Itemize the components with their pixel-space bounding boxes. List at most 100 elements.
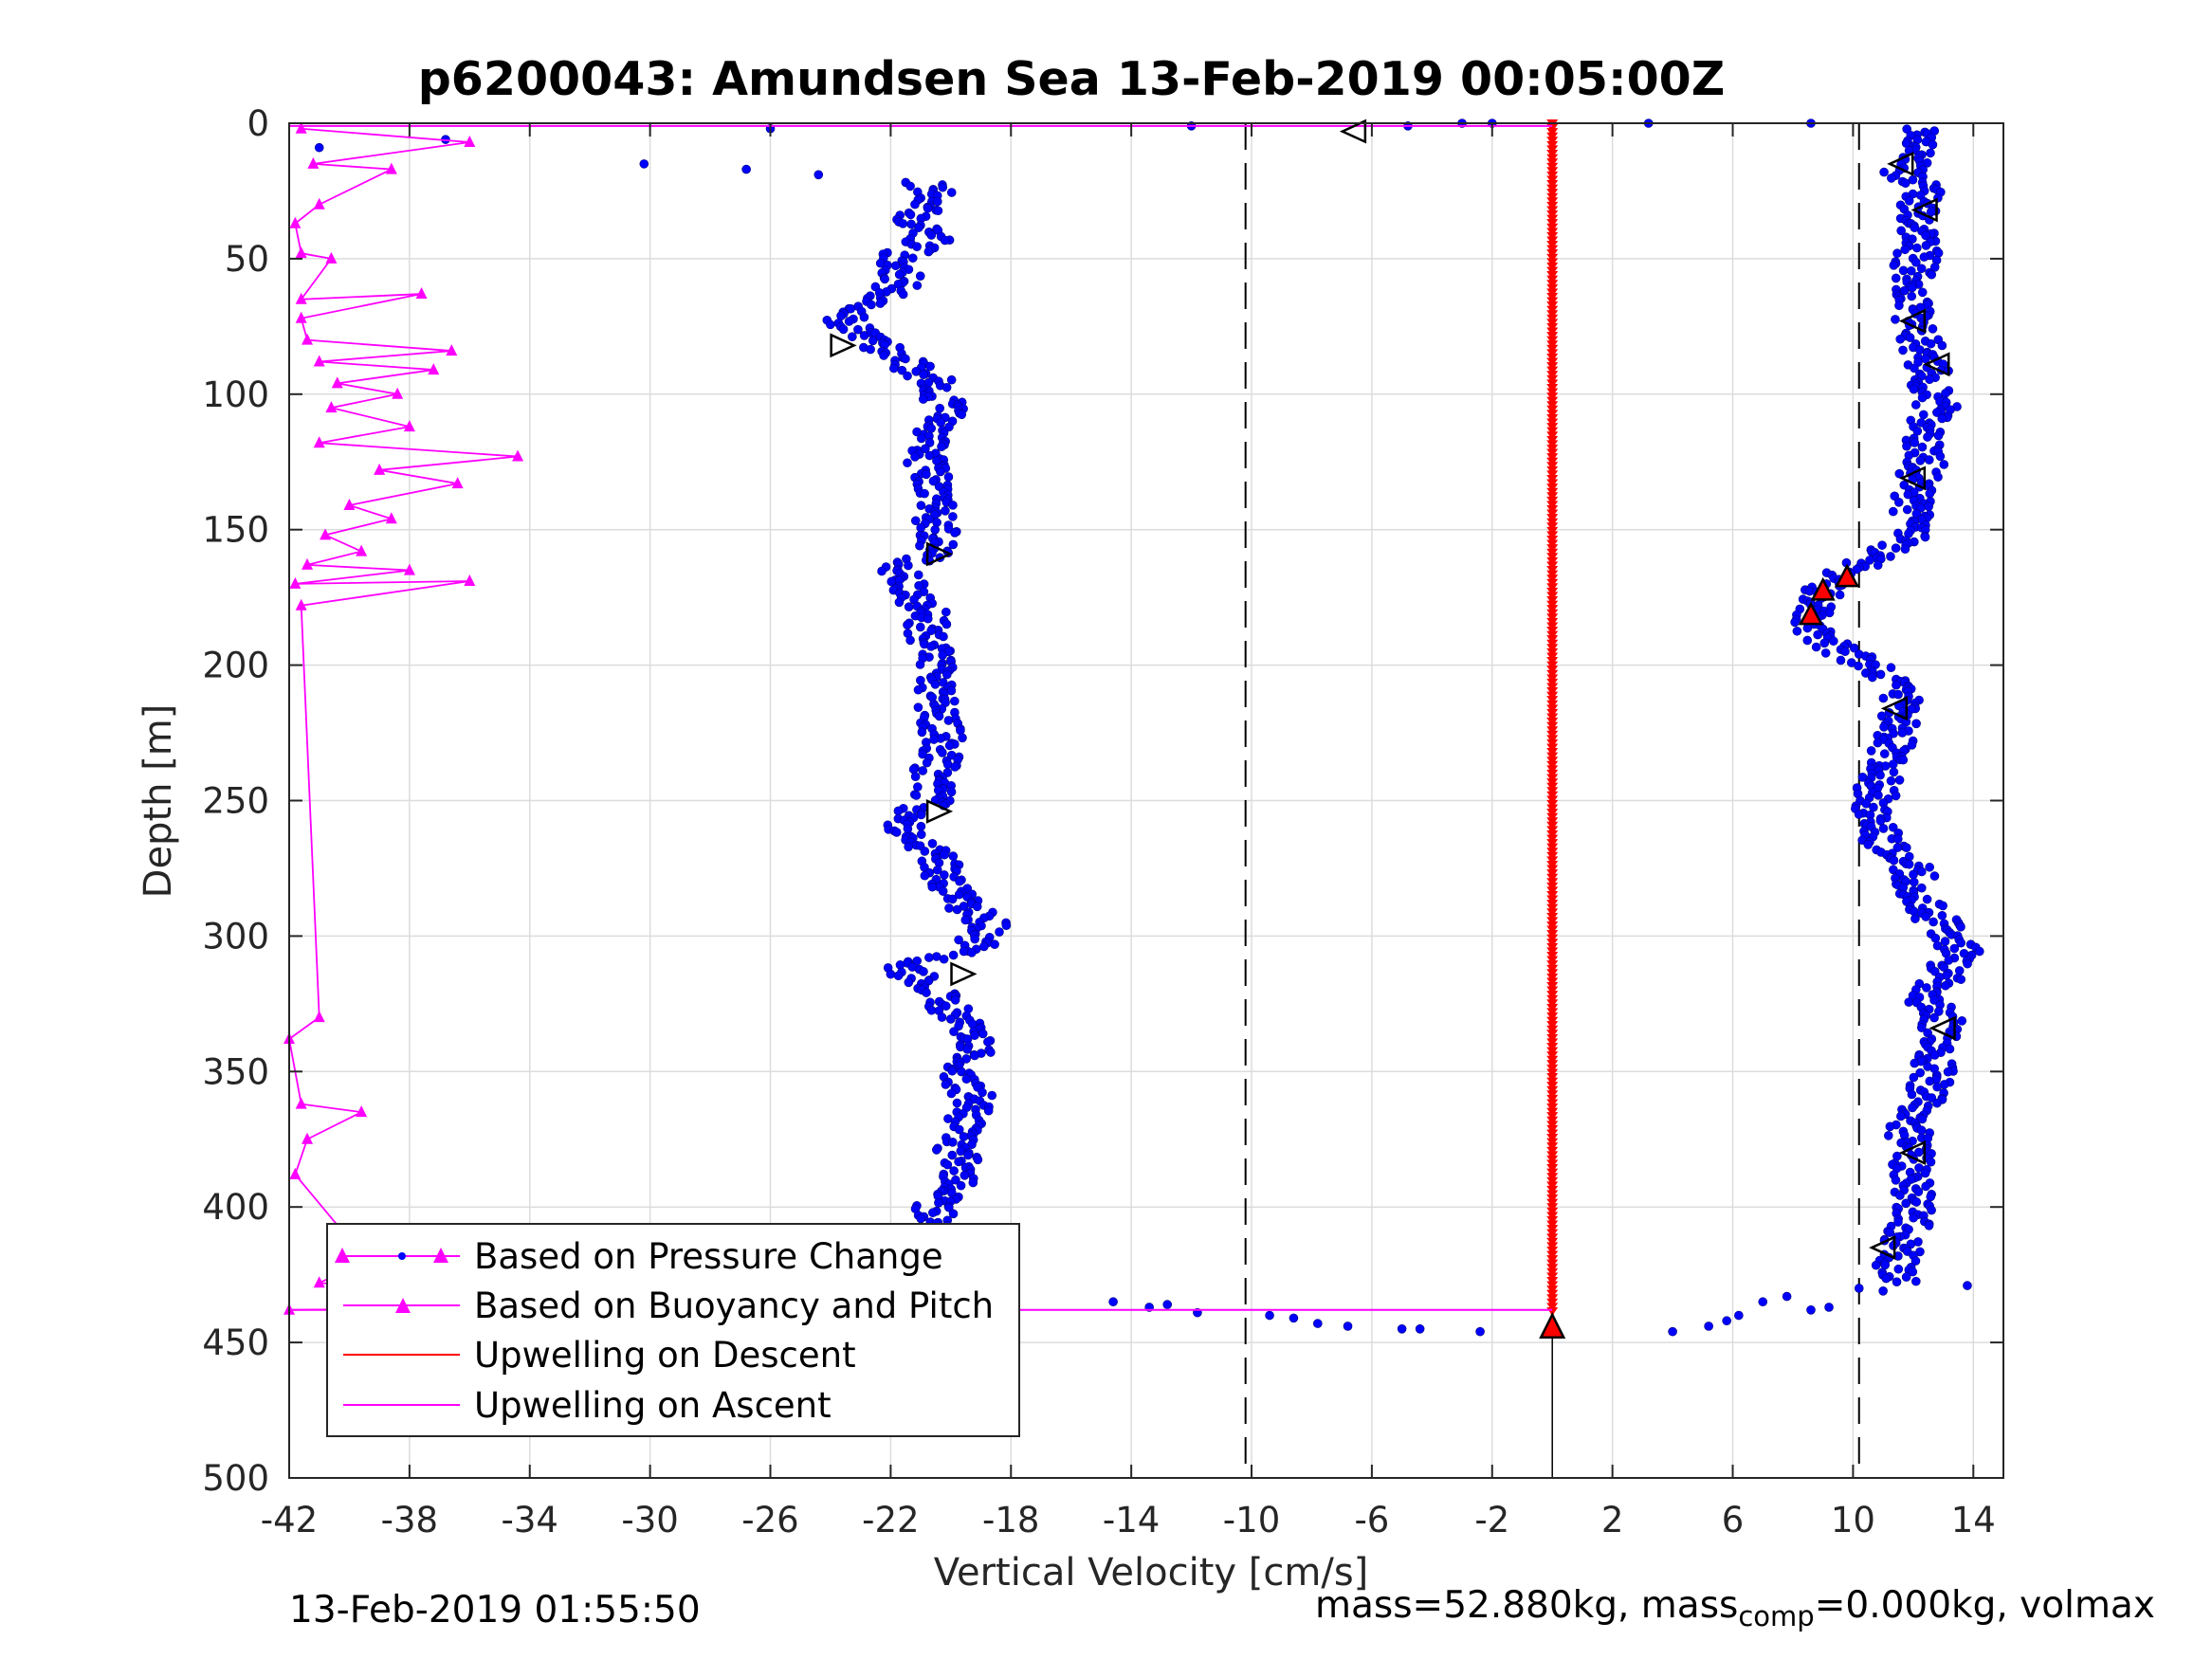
pressure-change-point — [1932, 408, 1942, 417]
pressure-change-point — [1881, 1273, 1892, 1284]
descent-upwelling-marker — [1546, 969, 1559, 978]
descent-upwelling-marker — [1546, 266, 1559, 276]
descent-upwelling-marker — [1546, 171, 1559, 180]
descent-upwelling-marker — [1546, 600, 1559, 610]
pressure-change-point — [949, 1027, 959, 1037]
descent-upwelling-marker — [1546, 778, 1559, 788]
pressure-change-point — [1911, 719, 1921, 729]
pressure-change-point — [960, 1171, 970, 1180]
descent-upwelling-marker — [1546, 340, 1559, 350]
pressure-change-point — [1902, 441, 1911, 451]
pressure-change-point — [1900, 245, 1910, 255]
pressure-change-point — [1908, 1103, 1917, 1113]
pressure-change-point — [1925, 488, 1935, 499]
descent-upwelling-marker — [1546, 1276, 1559, 1285]
descent-upwelling-marker — [1546, 1190, 1559, 1199]
pressure-change-point — [1901, 1198, 1911, 1209]
descent-upwelling-marker — [1546, 1272, 1559, 1282]
pressure-change-point — [1854, 661, 1863, 671]
descent-upwelling-marker — [1546, 622, 1559, 631]
pressure-change-point — [1910, 438, 1920, 447]
pressure-change-point — [1866, 746, 1876, 756]
descent-upwelling-marker — [1546, 479, 1559, 488]
pressure-change-point — [1900, 544, 1910, 555]
descent-upwelling-marker — [1546, 1225, 1559, 1234]
x-tick-label: -18 — [982, 1500, 1039, 1540]
descent-upwelling-marker — [1546, 565, 1559, 574]
pressure-change-point — [905, 210, 916, 220]
pressure-change-point — [920, 847, 930, 856]
pressure-change-point — [1937, 413, 1947, 424]
descent-upwelling-marker — [1546, 132, 1559, 141]
descent-upwelling-marker — [1546, 462, 1559, 471]
descent-upwelling-marker — [1546, 539, 1559, 549]
pressure-change-point — [1910, 400, 1921, 410]
descent-upwelling-marker — [1546, 903, 1559, 913]
pressure-change-point — [1918, 410, 1929, 420]
pressure-change-point — [1343, 1322, 1353, 1331]
descent-upwelling-marker — [1546, 570, 1559, 579]
descent-upwelling-marker — [1546, 865, 1559, 874]
pressure-change-point — [940, 870, 949, 880]
pressure-change-point — [891, 828, 902, 837]
descent-upwelling-marker — [1546, 292, 1559, 301]
descent-upwelling-marker — [1546, 501, 1559, 510]
descent-upwelling-marker — [1546, 544, 1559, 554]
x-tick-label: -10 — [1223, 1500, 1280, 1540]
pressure-change-point — [1932, 940, 1943, 951]
pressure-change-point — [1917, 442, 1928, 452]
descent-upwelling-marker — [1546, 1025, 1559, 1034]
ascent-upwelling-marker — [295, 1097, 307, 1109]
pressure-change-point — [947, 1066, 958, 1076]
descent-upwelling-marker — [1546, 848, 1559, 857]
descent-upwelling-marker — [1546, 526, 1559, 536]
pressure-change-point — [848, 332, 857, 342]
pressure-change-point — [922, 988, 931, 997]
pressure-change-point — [814, 170, 824, 180]
descent-upwelling-marker — [1546, 319, 1559, 328]
descent-upwelling-marker — [1546, 1124, 1559, 1134]
descent-upwelling-marker — [1546, 1203, 1559, 1212]
pressure-change-point — [853, 324, 863, 335]
pressure-change-point — [950, 762, 960, 772]
descent-upwelling-marker — [1546, 826, 1559, 835]
x-tick-label: -14 — [1103, 1500, 1160, 1540]
descent-upwelling-marker — [1546, 1038, 1559, 1048]
ascent-upwelling-marker — [446, 344, 458, 356]
descent-upwelling-marker — [1546, 661, 1559, 670]
pressure-change-point — [1898, 755, 1909, 765]
pressure-change-point — [1892, 680, 1901, 690]
descent-upwelling-marker — [1546, 504, 1559, 514]
ascent-upwelling-marker — [295, 598, 307, 611]
pressure-change-point — [1861, 798, 1872, 809]
pressure-change-point — [879, 351, 888, 360]
pressure-change-point — [945, 1014, 956, 1024]
descent-upwelling-marker — [1546, 1176, 1559, 1186]
descent-upwelling-marker — [1546, 1250, 1559, 1260]
y-tick-label: 400 — [202, 1187, 269, 1228]
descent-upwelling-marker — [1546, 280, 1559, 289]
descent-upwelling-marker — [1546, 700, 1559, 709]
descent-upwelling-marker — [1546, 851, 1559, 861]
descent-upwelling-marker — [1546, 332, 1559, 341]
pressure-change-point — [979, 941, 989, 952]
descent-upwelling-marker — [1546, 925, 1559, 935]
pressure-change-point — [1929, 871, 1940, 881]
pressure-change-point — [906, 219, 916, 229]
pressure-change-point — [924, 953, 934, 962]
y-tick-label: 100 — [202, 374, 269, 415]
descent-upwelling-marker — [1546, 245, 1559, 254]
buoyancy-pitch-marker — [830, 333, 857, 358]
buoyancy-pitch-marker — [1898, 308, 1927, 334]
ascent-upwelling-marker — [403, 420, 415, 432]
descent-upwelling-marker — [1546, 1051, 1559, 1061]
x-tick-label: 2 — [1601, 1500, 1624, 1540]
y-axis-label: Depth [m] — [137, 704, 180, 899]
pressure-change-point — [1879, 722, 1889, 732]
descent-upwelling-marker — [1546, 1164, 1559, 1174]
buoyancy-pitch-marker — [1880, 696, 1909, 721]
descent-upwelling-marker — [1546, 830, 1559, 839]
descent-upwelling-marker — [1546, 336, 1559, 345]
ascent-upwelling-marker — [374, 463, 386, 475]
pressure-change-point — [1874, 791, 1883, 800]
